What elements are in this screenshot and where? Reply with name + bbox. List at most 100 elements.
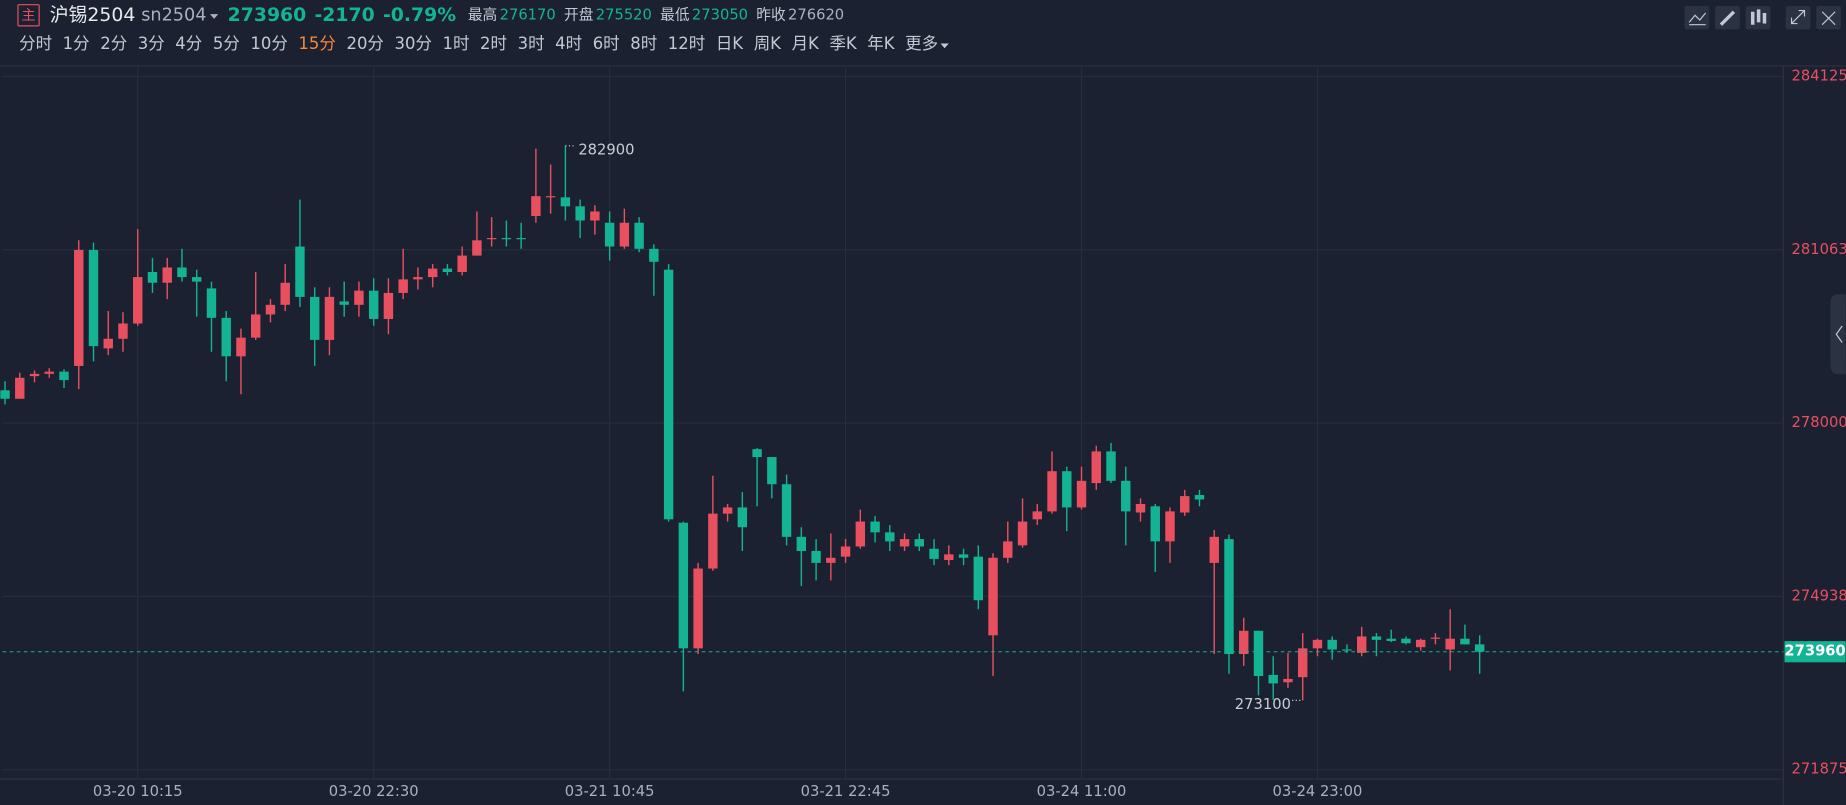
candle-body bbox=[457, 255, 467, 272]
candle-body bbox=[59, 371, 69, 381]
min-label: 273100 bbox=[1235, 696, 1291, 713]
y-tick-label: 284125 bbox=[1792, 67, 1846, 84]
candle-body bbox=[147, 271, 158, 283]
candle-body bbox=[251, 314, 261, 338]
candle-body bbox=[486, 238, 497, 240]
candle-body bbox=[1371, 636, 1382, 640]
stat-label: 昨收 bbox=[756, 6, 786, 23]
more-tab[interactable]: 更多 bbox=[905, 34, 938, 53]
stat-value: 273050 bbox=[692, 6, 748, 23]
y-tick-label: 278000 bbox=[1792, 414, 1846, 431]
period-tab[interactable]: 2时 bbox=[480, 34, 507, 53]
period-tab[interactable]: 2分 bbox=[100, 34, 127, 53]
candle-body bbox=[1224, 539, 1234, 654]
candle-body bbox=[531, 196, 541, 216]
period-tab[interactable]: 20分 bbox=[346, 34, 383, 53]
candle-body bbox=[973, 556, 983, 601]
candle-body bbox=[752, 449, 762, 458]
candle-body bbox=[560, 197, 571, 207]
candle-body bbox=[29, 373, 40, 377]
candle-body bbox=[649, 248, 659, 262]
candle-body bbox=[899, 539, 910, 547]
candle-body bbox=[472, 240, 482, 256]
stat-label: 最低 bbox=[660, 6, 690, 23]
period-tab[interactable]: 30分 bbox=[395, 34, 432, 53]
candle-body bbox=[162, 267, 172, 283]
candle-body bbox=[1430, 637, 1441, 639]
x-tick-label: 03-21 10:45 bbox=[565, 783, 655, 800]
candle-body bbox=[1253, 630, 1264, 677]
x-tick-label: 03-24 11:00 bbox=[1037, 783, 1127, 800]
candle-body bbox=[708, 513, 718, 569]
period-tab[interactable]: 4分 bbox=[175, 34, 202, 53]
period-tab[interactable]: 日K bbox=[716, 34, 744, 53]
period-tab[interactable]: 周K bbox=[754, 34, 782, 53]
candle-body bbox=[324, 296, 335, 340]
close-icon bbox=[1821, 11, 1836, 26]
candle-body bbox=[722, 507, 733, 514]
fullscreen-icon bbox=[1790, 10, 1806, 25]
period-tab[interactable]: 5分 bbox=[213, 34, 240, 53]
candle-body bbox=[929, 548, 939, 559]
candle-body bbox=[545, 196, 556, 198]
period-tab[interactable]: 月K bbox=[792, 34, 820, 53]
candle-body bbox=[826, 557, 836, 563]
period-tab[interactable]: 15分 bbox=[298, 34, 335, 53]
candle-body bbox=[1091, 451, 1101, 484]
quote-change: -2170 bbox=[314, 5, 374, 26]
candle-body bbox=[1342, 649, 1352, 651]
candle-body bbox=[1121, 480, 1131, 512]
candle-body bbox=[103, 338, 113, 349]
candle-body bbox=[74, 249, 84, 366]
candle-body bbox=[767, 457, 777, 485]
candle-body bbox=[1445, 638, 1455, 650]
period-tab[interactable]: 1分 bbox=[63, 34, 90, 53]
candle-body bbox=[944, 554, 954, 561]
candle-body bbox=[1209, 536, 1219, 563]
period-tab[interactable]: 季K bbox=[829, 34, 857, 53]
candle-body bbox=[855, 521, 866, 547]
candle-body bbox=[177, 267, 187, 278]
candle-body bbox=[737, 507, 748, 528]
period-tab[interactable]: 6时 bbox=[593, 34, 620, 53]
candle-body bbox=[265, 304, 276, 315]
candle-body bbox=[516, 238, 526, 240]
candle-body bbox=[1135, 504, 1146, 513]
candle-body bbox=[590, 211, 600, 221]
candle-body bbox=[1106, 451, 1116, 481]
period-tab[interactable]: 1时 bbox=[443, 34, 470, 53]
stat-value: 275520 bbox=[596, 6, 652, 23]
period-tab[interactable]: 10分 bbox=[250, 34, 287, 53]
period-tab[interactable]: 3分 bbox=[138, 34, 165, 53]
period-tab[interactable]: 3时 bbox=[518, 34, 545, 53]
candle-body bbox=[663, 269, 674, 520]
period-tab[interactable]: 分时 bbox=[19, 34, 52, 53]
period-tab[interactable]: 4时 bbox=[555, 34, 582, 53]
x-tick-label: 03-20 10:15 bbox=[93, 783, 183, 800]
period-tab[interactable]: 年K bbox=[867, 34, 895, 53]
stat-value: 276170 bbox=[500, 6, 556, 23]
side-panel-toggle[interactable] bbox=[1830, 294, 1846, 375]
candle-body bbox=[1298, 648, 1308, 678]
last-price-tag bbox=[1784, 641, 1846, 663]
draw-icon bbox=[1719, 10, 1736, 26]
candle-body bbox=[693, 568, 703, 649]
candle-body bbox=[1239, 630, 1249, 654]
candle-body bbox=[0, 390, 10, 399]
candle-body bbox=[604, 222, 615, 247]
badge-box bbox=[17, 4, 40, 27]
stat-label: 开盘 bbox=[564, 5, 594, 23]
y-tick-label: 281063 bbox=[1792, 241, 1846, 258]
candle-body bbox=[339, 301, 349, 305]
instrument-code[interactable]: sn2504 bbox=[141, 5, 206, 25]
side-panel-chevron bbox=[1835, 325, 1843, 343]
candle-body bbox=[1268, 674, 1278, 684]
candle-body bbox=[118, 323, 128, 339]
candle-body bbox=[1032, 511, 1042, 520]
period-tab[interactable]: 8时 bbox=[630, 34, 657, 53]
quote-change-pct: -0.79% bbox=[383, 5, 456, 26]
stat-label: 最高 bbox=[468, 6, 497, 23]
period-tab[interactable]: 12时 bbox=[668, 34, 705, 53]
